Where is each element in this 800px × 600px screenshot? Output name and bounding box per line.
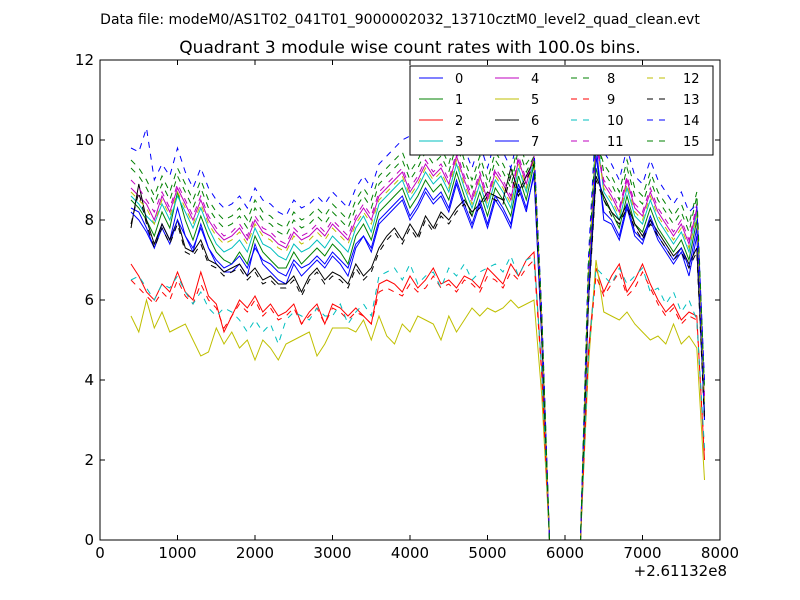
legend-label-12: 12	[683, 72, 700, 87]
series-line-11	[130, 139, 705, 541]
legend-label-15: 15	[683, 135, 700, 150]
x-tick-label: 1000	[158, 544, 196, 562]
legend-box	[409, 65, 714, 156]
axes: 0 1000 2000 3000 4000 5000 6000 7000 80000246810…	[75, 51, 739, 562]
y-tick-label: 8	[84, 211, 94, 229]
plot-area	[130, 115, 705, 541]
series-line-6	[130, 159, 705, 541]
data-file-header: Data file: modeM0/AS1T02_041T01_90000020…	[100, 12, 700, 28]
legend-label-0: 0	[455, 72, 463, 87]
legend-label-13: 13	[683, 93, 700, 108]
legend-label-4: 4	[531, 72, 539, 87]
y-tick-label: 4	[84, 371, 94, 389]
y-tick-label: 12	[75, 51, 94, 69]
x-tick-label: 8000	[701, 544, 739, 562]
y-tick-label: 0	[84, 531, 94, 549]
x-tick-label: 3000	[313, 544, 351, 562]
x-tick-label: 0	[95, 544, 105, 562]
legend-label-5: 5	[531, 93, 539, 108]
series-line-0	[130, 143, 705, 541]
x-tick-label: 5000	[468, 544, 506, 562]
series-line-10	[130, 254, 705, 541]
legend-label-3: 3	[455, 135, 463, 150]
series-line-12	[130, 139, 705, 541]
x-tick-label: 6000	[546, 544, 584, 562]
series-line-7	[130, 155, 705, 541]
series-line-9	[130, 258, 705, 541]
series-line-3	[130, 127, 705, 541]
legend-label-14: 14	[683, 114, 700, 129]
series-line-8	[130, 134, 705, 541]
series-line-4	[130, 143, 705, 541]
legend-label-11: 11	[607, 135, 624, 150]
legend-label-9: 9	[607, 93, 615, 108]
legend-label-1: 1	[455, 93, 463, 108]
legend-label-7: 7	[531, 135, 539, 150]
series-line-5	[130, 259, 705, 541]
x-tick-label: 7000	[623, 544, 661, 562]
chart-title: Quadrant 3 module wise count rates with …	[179, 38, 640, 58]
series-line-15	[130, 131, 705, 541]
x-tick-label: 2000	[236, 544, 274, 562]
y-tick-label: 2	[84, 451, 94, 469]
legend-label-10: 10	[607, 114, 624, 129]
legend-label-8: 8	[607, 72, 615, 87]
series-line-1	[130, 163, 705, 541]
legend-label-6: 6	[531, 114, 539, 129]
x-tick-label: 4000	[391, 544, 429, 562]
y-tick-label: 10	[75, 131, 94, 149]
y-tick-label: 6	[84, 291, 94, 309]
legend-label-2: 2	[455, 114, 463, 129]
x-offset-label: +2.61132e8	[634, 562, 727, 580]
